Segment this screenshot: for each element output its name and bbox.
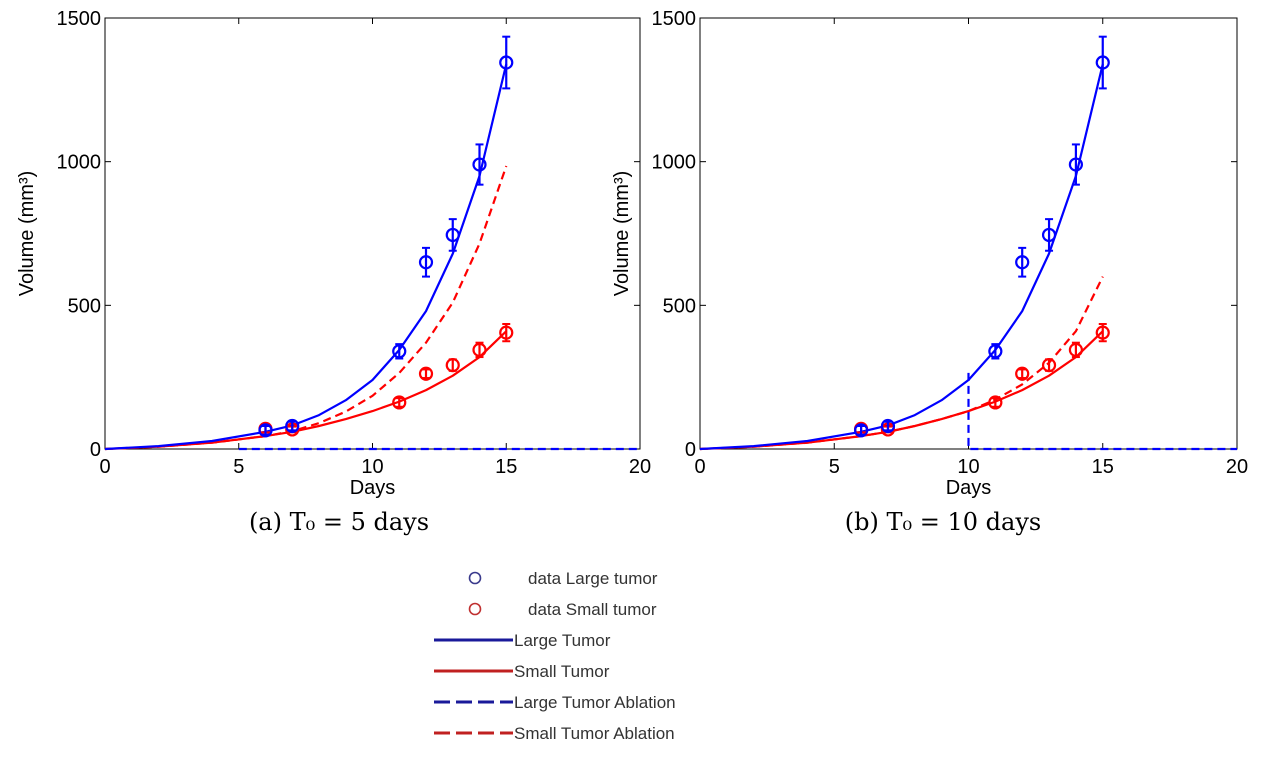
caption-a: (a) T₀ = 5 days — [249, 508, 429, 536]
data-marker — [1041, 227, 1057, 243]
data-marker — [445, 357, 460, 373]
y-tick-label: 1000 — [57, 152, 102, 174]
large-tumor-data-point — [392, 343, 407, 360]
large-tumor-data-point — [499, 35, 514, 90]
large-tumor-data-point — [1041, 218, 1057, 252]
large-tumor-data-point — [880, 418, 896, 434]
y-tick-label: 0 — [90, 439, 101, 461]
small-tumor-data-point — [1015, 366, 1030, 381]
x-tick-label: 20 — [629, 456, 651, 478]
small-tumor-data-point — [418, 366, 434, 381]
data-marker — [1015, 366, 1030, 381]
legend: data Large tumor data Small tumor Large Tu… — [434, 569, 676, 743]
x-tick-label: 0 — [99, 456, 110, 478]
large-tumor-data-point — [445, 218, 460, 252]
x-axis-label: Days — [350, 477, 396, 499]
x-tick-label: 15 — [495, 456, 517, 478]
data-marker — [880, 418, 896, 434]
large-tumor-data-point — [285, 418, 300, 434]
small-tumor-data-point — [1041, 357, 1057, 373]
legend-entry: data Large tumor — [468, 569, 658, 588]
legend-label: Large Tumor Ablation — [514, 693, 676, 712]
small-tumor-data-point — [1068, 341, 1084, 359]
legend-entry: Small Tumor — [434, 662, 610, 681]
large-tumor-line — [699, 63, 1104, 451]
small-tumor-line — [104, 330, 508, 451]
large-tumor-data-point — [1095, 35, 1110, 90]
y-tick-label: 500 — [68, 295, 101, 317]
x-axis-label: Days — [946, 477, 992, 499]
legend-label: Large Tumor — [514, 631, 611, 650]
caption-b: (b) T₀ = 10 days — [845, 508, 1041, 536]
legend-entry: Small Tumor Ablation — [434, 724, 675, 743]
data-marker — [853, 423, 869, 438]
small-tumor-data-point — [1095, 323, 1110, 343]
y-tick-label: 500 — [663, 295, 696, 317]
data-marker — [445, 227, 460, 243]
legend-entry: Large Tumor Ablation — [434, 693, 676, 712]
data-marker — [499, 55, 514, 70]
small-tumor-data-point — [445, 357, 460, 373]
large-tumor-data-point — [1015, 246, 1030, 278]
data-marker — [988, 344, 1003, 359]
data-marker — [392, 395, 407, 410]
data-marker — [472, 342, 487, 357]
data-marker — [418, 366, 434, 381]
y-tick-label: 1500 — [652, 8, 697, 30]
y-axis-label: Volume (mm³) — [611, 171, 633, 297]
x-tick-label: 10 — [361, 456, 383, 478]
data-marker — [472, 157, 487, 172]
data-marker — [1095, 325, 1110, 340]
data-marker — [499, 325, 514, 340]
legend-entry: Large Tumor — [434, 631, 611, 650]
x-tick-label: 20 — [1226, 456, 1248, 478]
large-tumor-data-point — [472, 143, 487, 186]
legend-entry: data Small tumor — [468, 600, 657, 619]
data-marker — [258, 423, 273, 438]
data-marker — [285, 418, 300, 434]
x-tick-label: 5 — [233, 456, 244, 478]
x-tick-label: 10 — [957, 456, 979, 478]
legend-label: Small Tumor Ablation — [514, 724, 675, 743]
legend-label: data Small tumor — [528, 600, 657, 619]
x-tick-label: 15 — [1092, 456, 1114, 478]
data-marker — [1068, 342, 1084, 357]
data-marker — [1015, 255, 1030, 270]
small-tumor-data-point — [472, 341, 487, 359]
legend-marker — [468, 571, 482, 585]
large-tumor-data-point — [418, 246, 434, 278]
x-tick-label: 5 — [829, 456, 840, 478]
large-tumor-line — [104, 63, 508, 451]
small-tumor-line — [699, 330, 1104, 451]
plot-area — [104, 17, 641, 450]
legend-label: Small Tumor — [514, 662, 610, 681]
large-tumor-data-point — [1068, 143, 1084, 186]
y-tick-label: 1500 — [57, 8, 102, 30]
legend-label: data Large tumor — [528, 569, 658, 588]
panel-a: 0 5 10 15 20 0 500 1000 1500 Days Volume (mm³) — [16, 8, 651, 499]
data-marker — [418, 255, 434, 270]
data-marker — [988, 395, 1003, 410]
large-tumor-data-point — [853, 423, 869, 438]
y-axis-label: Volume (mm³) — [16, 171, 38, 297]
y-tick-label: 0 — [685, 439, 696, 461]
small-tumor-data-point — [392, 395, 407, 410]
panel-b: 0 5 10 15 20 0 500 1000 1500 Days Volume (mm³) — [611, 8, 1248, 499]
y-tick-label: 1000 — [652, 152, 697, 174]
small-tumor-data-point — [988, 395, 1003, 410]
large-tumor-data-point — [988, 343, 1003, 360]
large-tumor-data-point — [258, 423, 273, 438]
legend-marker — [468, 602, 482, 616]
x-tick-label: 0 — [694, 456, 705, 478]
data-marker — [1041, 357, 1057, 373]
plot-area — [699, 17, 1238, 450]
data-marker — [392, 344, 407, 359]
data-marker — [1095, 55, 1110, 70]
small-tumor-data-point — [499, 323, 514, 343]
data-marker — [1068, 157, 1084, 172]
